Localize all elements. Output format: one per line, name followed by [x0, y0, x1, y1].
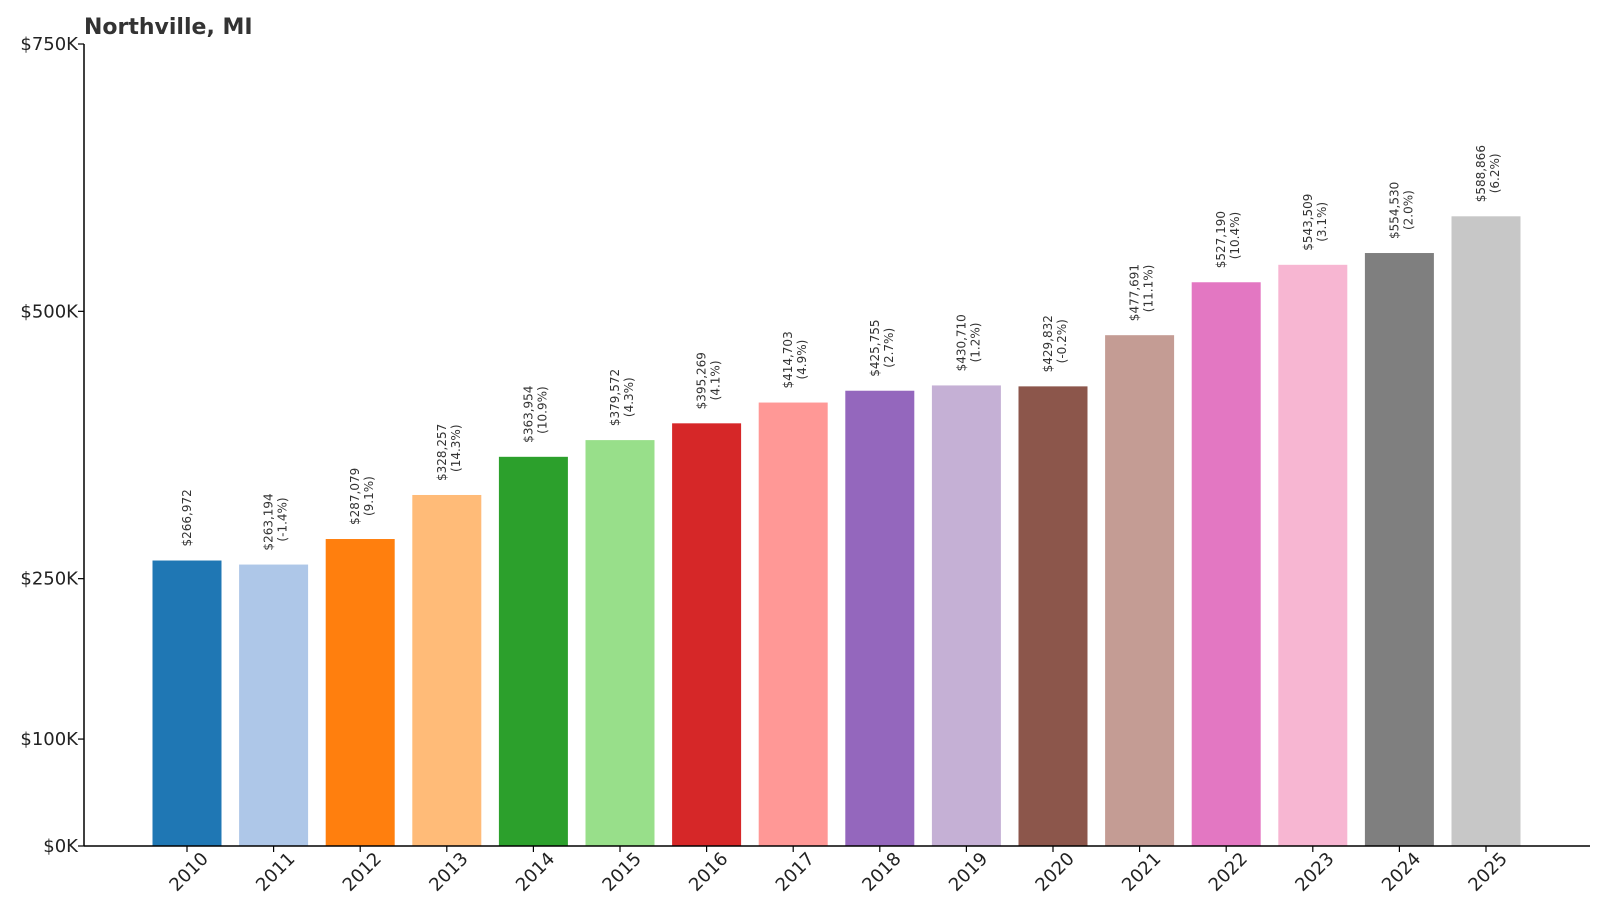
- bar-change-label: (4.1%): [709, 360, 723, 400]
- x-tick-label: 2012: [339, 848, 386, 895]
- x-tick-label: 2025: [1464, 848, 1511, 895]
- bar-change-label: (11.1%): [1142, 265, 1156, 312]
- bar-value-label: $554,530: [1387, 182, 1401, 239]
- bar: [412, 494, 482, 846]
- y-tick-label: $750K: [20, 34, 79, 55]
- bar-value-label: $266,972: [180, 489, 194, 546]
- x-tick-label: 2020: [1031, 848, 1078, 895]
- bar: [845, 390, 915, 846]
- bar-value-label: $287,079: [348, 468, 362, 525]
- bar: [498, 456, 568, 846]
- y-tick-label: $500K: [20, 301, 79, 322]
- x-tick-label: 2014: [512, 848, 559, 895]
- bar: [1105, 335, 1175, 846]
- bar: [1364, 253, 1434, 846]
- bar-value-label: $430,710: [954, 314, 968, 371]
- bar-change-label: (2.0%): [1401, 190, 1415, 230]
- bar: [931, 385, 1001, 846]
- bar-change-label: (10.9%): [535, 386, 549, 433]
- bar-value-label: $425,755: [868, 319, 882, 376]
- y-tick-label: $250K: [20, 569, 79, 590]
- bar-value-label: $429,832: [1041, 315, 1055, 372]
- bar-value-label: $379,572: [608, 369, 622, 426]
- bar-value-label: $263,194: [262, 493, 276, 550]
- x-tick-label: 2019: [945, 848, 992, 895]
- bar-value-label: $477,691: [1128, 264, 1142, 321]
- bar-change-label: (-0.2%): [1055, 319, 1069, 363]
- x-tick-label: 2013: [425, 848, 472, 895]
- bar: [239, 564, 309, 846]
- x-tick-label: 2022: [1205, 848, 1252, 895]
- x-tick-label: 2017: [772, 848, 819, 895]
- bar: [672, 423, 742, 846]
- data-labels: $266,972 $263,194 (-1.4%) $287,079 (9.1%) $32…: [180, 145, 1502, 551]
- x-axis: 2010 2011 2012 2013 2014 2015 2016 2017 2018 2019…: [84, 845, 1590, 896]
- bar: [325, 539, 395, 846]
- bar-value-label: $588,866: [1474, 145, 1488, 202]
- bar-change-label: (3.1%): [1315, 202, 1329, 242]
- bar: [1278, 264, 1348, 846]
- bar: [758, 402, 828, 846]
- x-tick-label: 2018: [858, 848, 905, 895]
- bar-change-label: (10.4%): [1228, 212, 1242, 259]
- bar-change-label: (6.2%): [1488, 153, 1502, 193]
- x-tick-label: 2011: [252, 848, 299, 895]
- bar-change-label: (9.1%): [362, 476, 376, 516]
- x-tick-label: 2015: [598, 848, 645, 895]
- bar-change-label: (4.9%): [795, 340, 809, 380]
- x-tick-label: 2016: [685, 848, 732, 895]
- bar-change-label: (14.3%): [449, 424, 463, 471]
- bar: [1451, 216, 1521, 846]
- bars: [152, 216, 1521, 846]
- bar-value-label: $543,509: [1301, 194, 1315, 251]
- x-tick-label: 2023: [1291, 848, 1338, 895]
- bar: [1191, 282, 1261, 846]
- bar-value-label: $395,269: [695, 352, 709, 409]
- y-tick-label: $100K: [20, 729, 79, 750]
- bar-value-label: $328,257: [435, 424, 449, 481]
- bar: [1018, 386, 1088, 846]
- bar: [585, 440, 655, 846]
- y-tick-label: $0K: [43, 836, 79, 857]
- bar-change-label: (2.7%): [882, 328, 896, 368]
- y-axis: $0K $100K $250K $500K $750K: [20, 34, 85, 857]
- bar-value-label: $363,954: [521, 386, 535, 443]
- bar-value-label: $414,703: [781, 331, 795, 388]
- bar-change-label: (4.3%): [622, 377, 636, 417]
- chart-title: Northville, MI: [84, 15, 253, 40]
- bar-value-label: $527,190: [1214, 211, 1228, 268]
- x-tick-label: 2024: [1378, 848, 1425, 895]
- x-tick-label: 2021: [1118, 848, 1165, 895]
- bar-change-label: (-1.4%): [276, 497, 290, 541]
- bar: [152, 560, 222, 846]
- bar-change-label: (1.2%): [968, 323, 982, 363]
- x-tick-label: 2010: [165, 848, 212, 895]
